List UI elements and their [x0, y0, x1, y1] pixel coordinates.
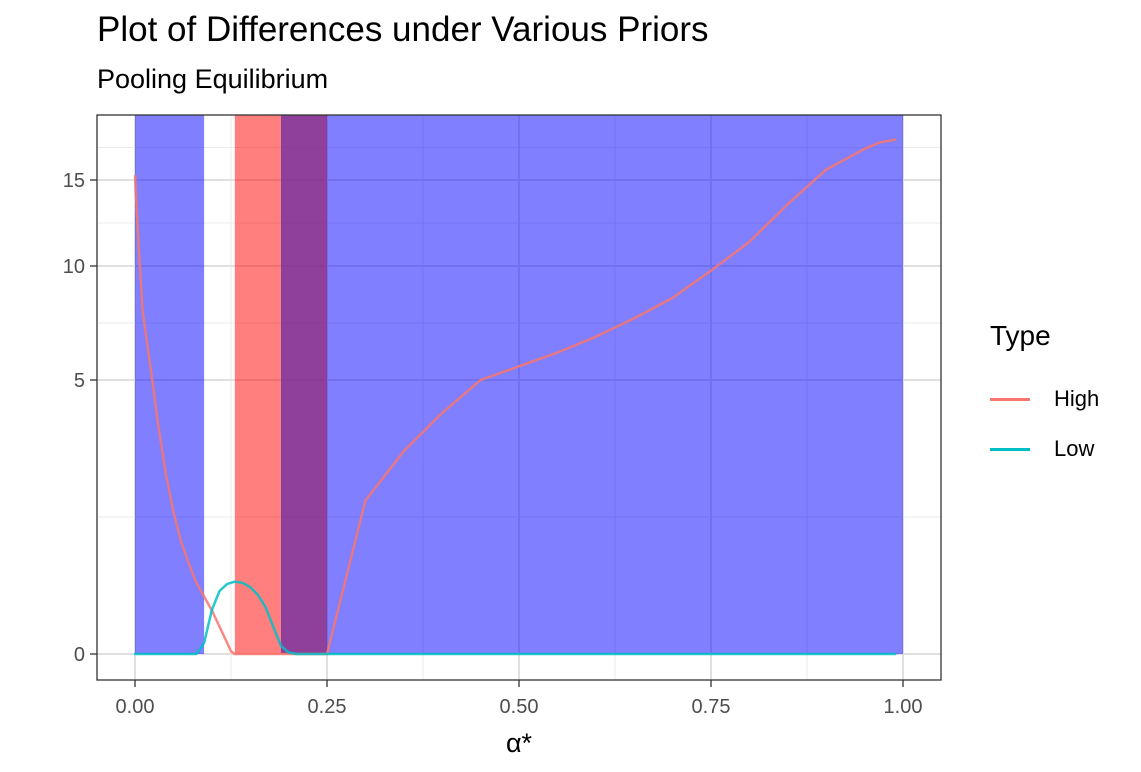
shaded-region-3	[327, 115, 903, 654]
legend-label-high: High	[1054, 386, 1100, 411]
chart-subtitle: Pooling Equilibrium	[97, 64, 329, 94]
y-tick-label: 5	[74, 370, 85, 392]
y-tick-label: 0	[74, 644, 85, 666]
legend-key-low	[990, 447, 1030, 451]
x-tick-label: 1.00	[884, 696, 923, 718]
shaded-region-1	[234, 115, 281, 654]
x-tick-label: 0.75	[692, 696, 731, 718]
x-tick-label: 0.25	[308, 696, 347, 718]
y-tick-label: 10	[63, 256, 85, 278]
legend: Type High Low	[990, 320, 1099, 474]
legend-key-high	[990, 397, 1030, 401]
x-tick-label: 0.50	[500, 696, 539, 718]
x-tick-label: 0.00	[116, 696, 155, 718]
shaded-region-2	[280, 115, 327, 654]
legend-item-low: Low	[990, 424, 1099, 474]
x-axis-title: α*	[506, 728, 533, 758]
series-line-low	[133, 580, 897, 656]
shaded-region-0	[135, 115, 205, 654]
legend-title: Type	[990, 320, 1051, 351]
chart-title: Plot of Differences under Various Priors	[97, 10, 709, 49]
legend-item-high: High	[990, 374, 1099, 424]
legend-label-low: Low	[1054, 436, 1095, 461]
series-line-high	[133, 138, 897, 656]
y-tick-label: 15	[63, 170, 85, 192]
